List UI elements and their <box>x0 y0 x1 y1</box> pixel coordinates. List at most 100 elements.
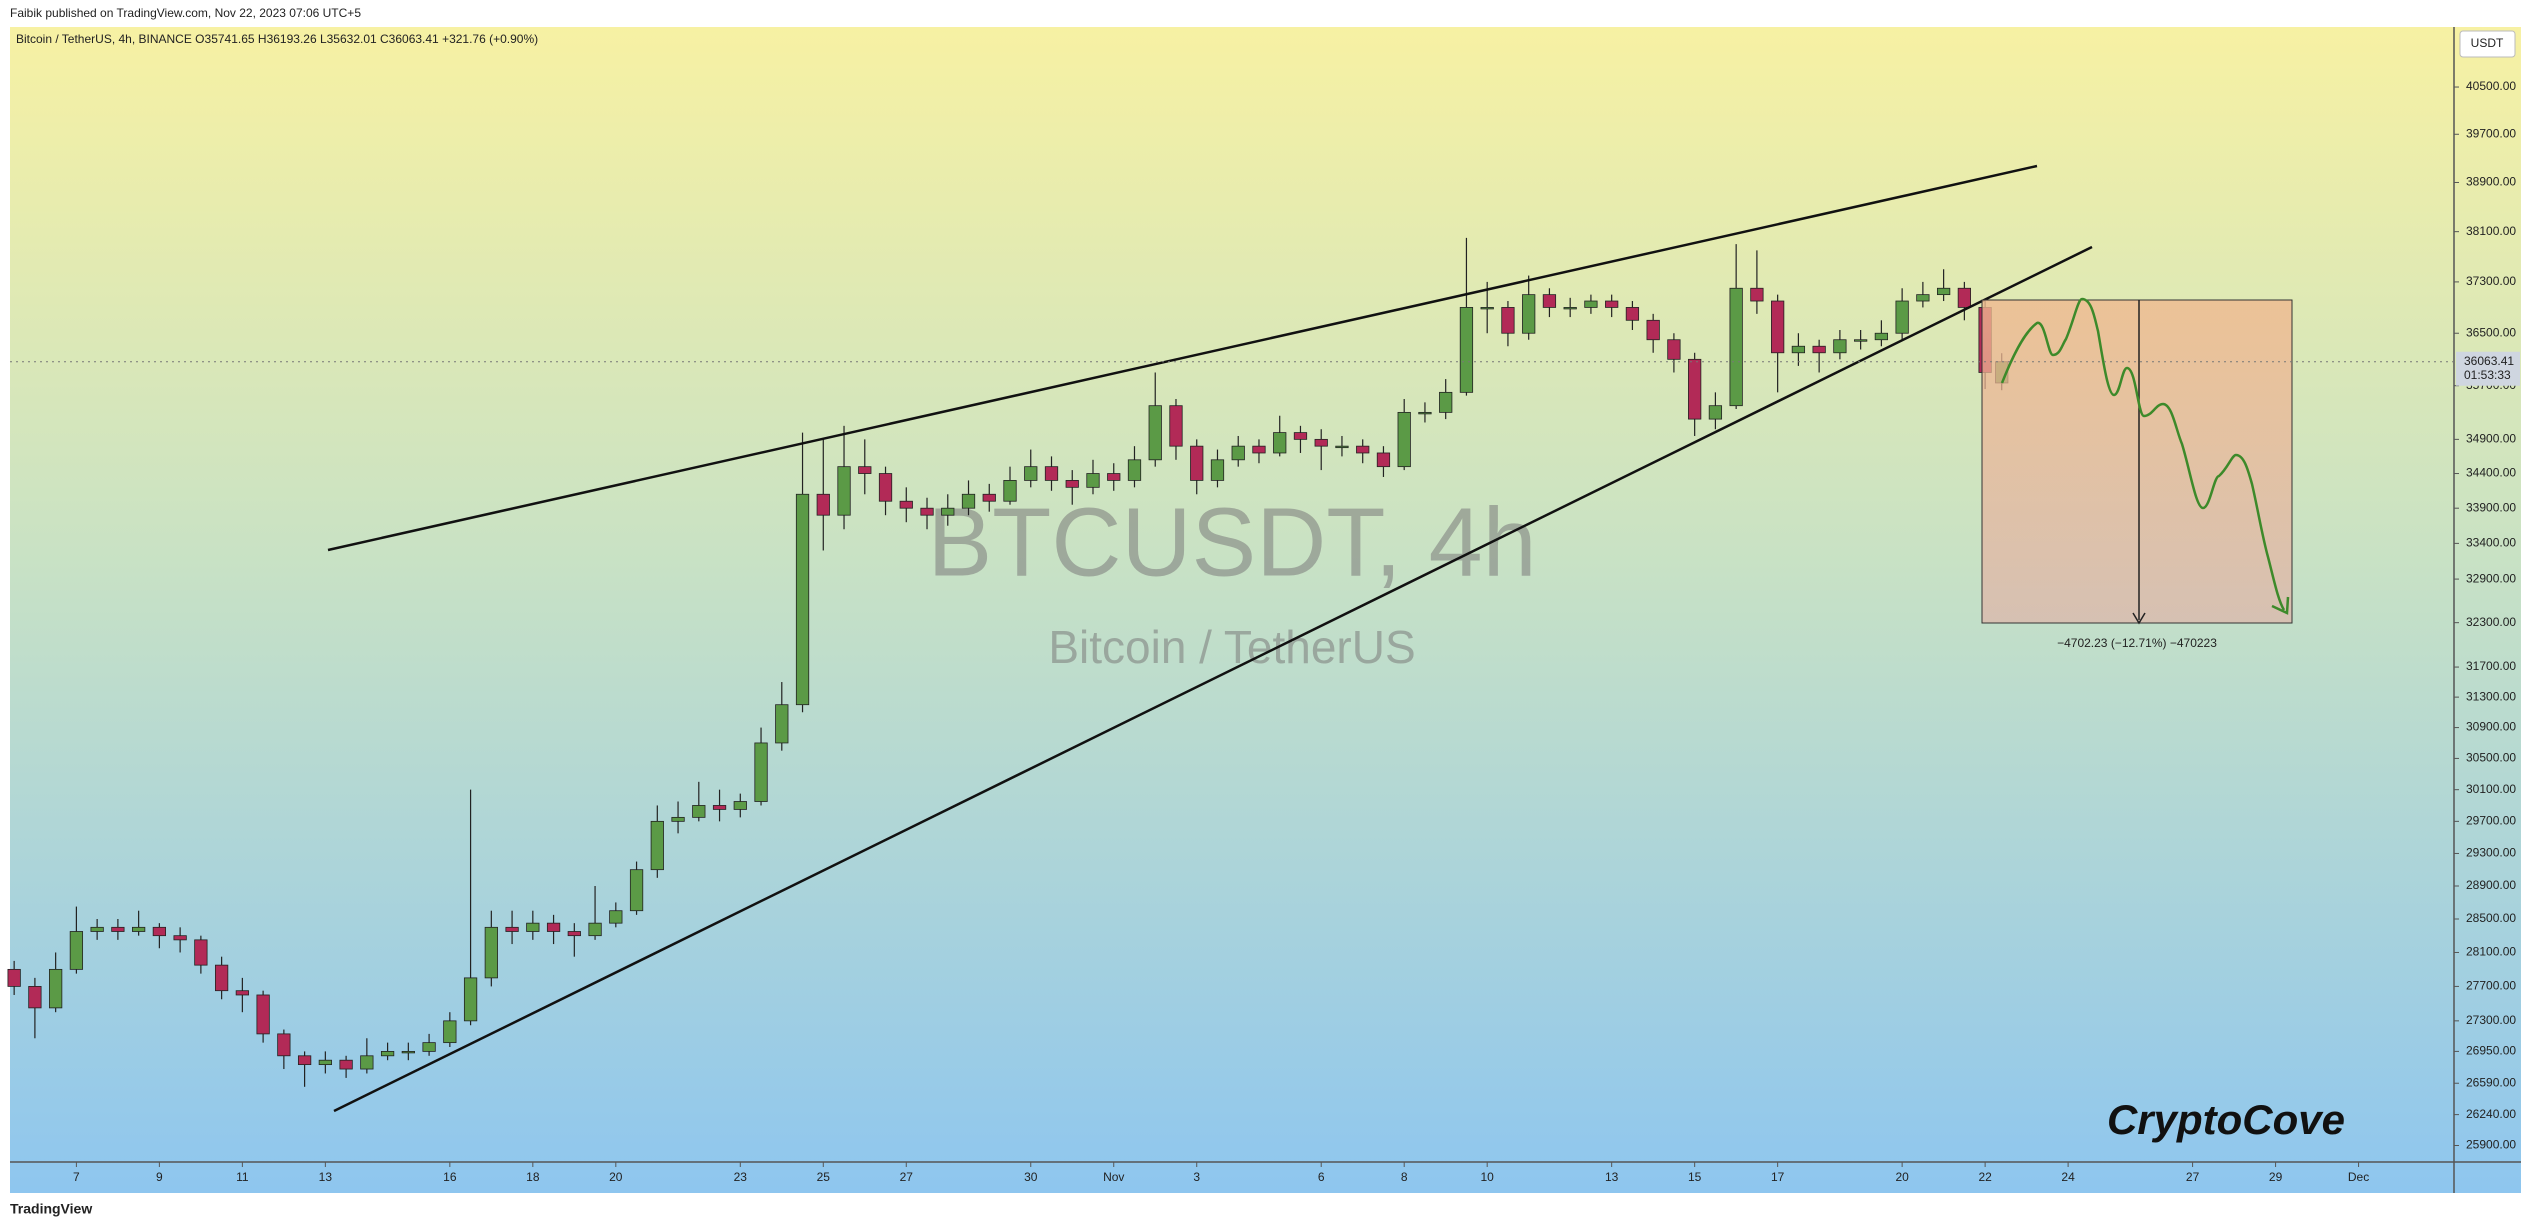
x-tick-label: 17 <box>1771 1170 1785 1184</box>
countdown: 01:53:33 <box>2464 368 2511 382</box>
candle-body <box>1480 307 1494 310</box>
candle-body <box>28 986 42 1009</box>
x-tick-label: 27 <box>2186 1170 2200 1184</box>
candle-body <box>1916 294 1930 302</box>
y-tick-label: 29300.00 <box>2466 846 2516 860</box>
candle-body <box>920 507 934 516</box>
candle-body <box>671 816 685 822</box>
y-tick-label: 31300.00 <box>2466 689 2516 703</box>
candle-body <box>69 931 84 970</box>
candle-body <box>816 493 830 516</box>
x-tick-label: 8 <box>1401 1170 1408 1184</box>
candle-body <box>463 977 478 1022</box>
candle-body <box>1646 319 1660 341</box>
x-tick-label: 18 <box>526 1170 540 1184</box>
candle-body <box>1418 411 1432 415</box>
candle-body <box>1169 405 1183 447</box>
candle-body <box>1459 307 1474 393</box>
candle-body <box>132 926 146 932</box>
candle-body <box>858 466 872 474</box>
candle-body <box>1688 358 1702 420</box>
candle-body <box>1003 480 1017 502</box>
candle-body <box>277 1033 291 1057</box>
x-tick-label: 22 <box>1978 1170 1992 1184</box>
y-tick-label: 27300.00 <box>2466 1013 2516 1027</box>
watermark-symbol: BTCUSDT, 4h <box>927 488 1536 597</box>
y-tick-label: 33400.00 <box>2466 536 2516 550</box>
y-tick-label: 30100.00 <box>2466 782 2516 796</box>
projection-arrow-head <box>2271 596 2290 615</box>
x-tick-label: 13 <box>1605 1170 1619 1184</box>
x-tick-label: 20 <box>1895 1170 1909 1184</box>
candle-body <box>1044 466 1059 481</box>
candle-body <box>152 926 167 937</box>
y-tick-label: 26240.00 <box>2466 1107 2516 1121</box>
candle-body <box>588 922 602 937</box>
candle-body <box>1107 473 1121 481</box>
candle-body <box>1936 287 1951 296</box>
y-tick-label: 29700.00 <box>2466 814 2516 828</box>
candle-body <box>1273 432 1287 454</box>
candle-body <box>1605 300 1619 308</box>
y-tick-label: 28900.00 <box>2466 878 2516 892</box>
y-tick-label: 28100.00 <box>2466 945 2516 959</box>
candle-body <box>1854 339 1868 342</box>
y-tick-label: 26590.00 <box>2466 1075 2516 1089</box>
candle-body <box>1148 405 1162 461</box>
candle-body <box>1874 332 1889 341</box>
y-tick-label: 38900.00 <box>2466 175 2516 189</box>
candle-body <box>1667 339 1681 360</box>
y-tick-label: 36500.00 <box>2466 325 2516 339</box>
candle-body <box>484 926 498 979</box>
x-tick-label: 30 <box>1024 1170 1038 1184</box>
x-tick-label: 15 <box>1688 1170 1702 1184</box>
y-tick-label: 27700.00 <box>2466 979 2516 993</box>
candle-body <box>111 926 125 932</box>
candle-body <box>194 939 208 966</box>
candle-body <box>214 964 229 992</box>
candle-body <box>961 493 976 509</box>
x-tick-label: 3 <box>1193 1170 1200 1184</box>
projection-box <box>1981 299 2293 624</box>
candle-body <box>1625 307 1640 321</box>
x-tick-label: 20 <box>609 1170 623 1184</box>
x-tick-label: 16 <box>443 1170 457 1184</box>
currency: USDT <box>2471 36 2504 50</box>
candle-body <box>526 922 540 932</box>
candle-body <box>235 990 249 996</box>
currency-box[interactable] <box>2459 30 2516 58</box>
candle-body <box>339 1059 353 1070</box>
candle-body <box>7 968 21 987</box>
candle-body <box>712 805 727 810</box>
candle-body <box>650 820 664 871</box>
candle-body <box>1729 287 1743 407</box>
brand: CryptoCove <box>2107 1096 2345 1143</box>
candle-body <box>505 926 519 932</box>
candle-body <box>1065 480 1079 488</box>
trendline-upper <box>327 164 2038 552</box>
y-tick-label: 39700.00 <box>2466 126 2516 140</box>
candle-body <box>90 926 104 932</box>
y-tick-label: 33900.00 <box>2466 500 2516 514</box>
candle-body <box>609 910 623 924</box>
y-tick-label: 32900.00 <box>2466 571 2516 585</box>
y-tick-label: 25900.00 <box>2466 1138 2516 1152</box>
y-tick-label: 34400.00 <box>2466 466 2516 480</box>
measure-label: −4702.23 (−12.71%) −470223 <box>2057 636 2217 650</box>
candle-body <box>1376 452 1391 468</box>
candle-body <box>1771 300 1785 354</box>
y-tick-label: 30500.00 <box>2466 751 2516 765</box>
candle-body <box>629 869 644 912</box>
x-tick-label: 9 <box>156 1170 163 1184</box>
marks: 40500.00 39700.00 38900.00 38100.00 37300.00… <box>7 79 2516 1184</box>
candle-body <box>49 968 63 1009</box>
x-tick-label: 25 <box>817 1170 831 1184</box>
x-tick-label: 13 <box>319 1170 333 1184</box>
y-tick-label: 28500.00 <box>2466 911 2516 925</box>
publisher: Faibik published on TradingView.com, Nov… <box>10 6 361 20</box>
x-tick-label: 6 <box>1318 1170 1325 1184</box>
candle-body <box>443 1020 457 1044</box>
x-tick-label: 11 <box>236 1170 249 1184</box>
